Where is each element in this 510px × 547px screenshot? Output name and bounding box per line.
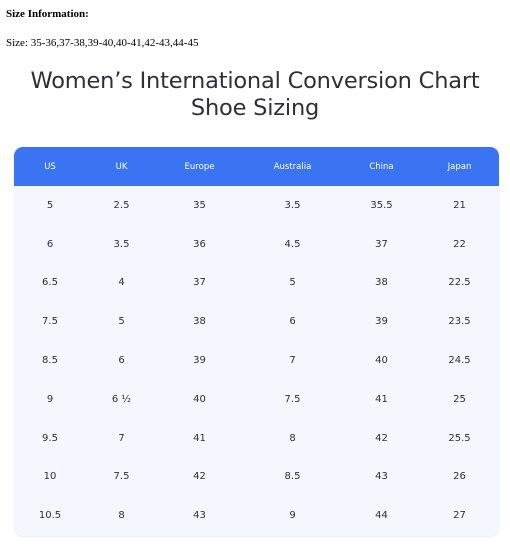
table-cell: 7.5 (113, 471, 130, 483)
size-info-heading: Size Information: (6, 8, 89, 20)
table-row: 10 7.5 42 8.5 43 26 (14, 458, 499, 497)
table-cell: 7 (289, 355, 296, 367)
table-row: 6.5 4 37 5 38 22.5 (14, 264, 499, 303)
table-cell: 5 (118, 316, 125, 328)
column-header-uk: UK (115, 161, 128, 172)
table-cell: 42 (193, 471, 206, 483)
table-cell: 10.5 (38, 510, 62, 522)
column-header-us: US (44, 161, 56, 172)
table-cell: 23.5 (448, 316, 471, 328)
table-row: 7.5 5 38 6 39 23.5 (14, 302, 499, 341)
table-cell: 3.5 (113, 238, 130, 250)
table-cell: 10 (43, 471, 57, 483)
table-cell: 25 (453, 393, 466, 405)
column-header-china: China (369, 161, 394, 172)
table-row: 5 2.5 35 3.5 35.5 21 (14, 186, 499, 225)
table-cell: 6.5 (42, 277, 58, 289)
size-info-text: Size: 35-36,37-38,39-40,40-41,42-43,44-4… (6, 37, 199, 49)
table-cell: 8 (118, 510, 125, 522)
size-conversion-table-card: US UK Europe Australia China Japan 5 2.5… (14, 147, 499, 536)
table-cell: 40 (375, 355, 388, 367)
table-cell: 36 (193, 238, 206, 250)
table-cell: 35.5 (370, 199, 393, 211)
table-cell: 8.5 (42, 355, 58, 367)
table-cell: 21 (453, 199, 466, 211)
column-header-europe: Europe (184, 161, 215, 172)
table-cell: 5 (46, 199, 54, 211)
table-cell: 8 (289, 432, 296, 444)
table-cell: 39 (375, 316, 388, 328)
table-cell: 6 (289, 316, 296, 328)
table-cell: 7 (118, 432, 125, 444)
table-cell: 37 (193, 277, 206, 289)
table-cell: 25.5 (448, 432, 471, 444)
table-cell: 3.5 (284, 199, 301, 211)
table-row: 10.5 8 43 9 44 27 (14, 496, 499, 535)
table-cell: 35 (193, 199, 206, 211)
table-cell: 6 ½ (111, 393, 132, 405)
table-cell: 26 (453, 471, 466, 483)
table-cell: 6 (118, 355, 125, 367)
table-cell: 24.5 (448, 355, 471, 367)
table-cell: 43 (375, 471, 388, 483)
table-cell: 42 (375, 432, 388, 444)
table-cell: 22 (453, 238, 466, 250)
table-cell: 22.5 (448, 277, 471, 289)
column-header-japan: Japan (447, 161, 472, 172)
table-row: 9.5 7 41 8 42 25.5 (14, 419, 499, 458)
table-row: 6 3.5 36 4.5 37 22 (14, 225, 499, 264)
table-cell: 6 (46, 238, 54, 250)
table-cell: 9 (46, 393, 54, 405)
table-cell: 41 (375, 393, 388, 405)
column-header-australia: Australia (273, 161, 312, 172)
table-row: 9 6 ½ 40 7.5 41 25 (14, 380, 499, 419)
table-cell: 7.5 (284, 393, 301, 405)
table-cell: 4.5 (284, 238, 301, 250)
size-conversion-table: US UK Europe Australia China Japan 5 2.5… (14, 147, 499, 535)
table-cell: 5 (289, 277, 296, 289)
chart-title-line-1: Women’s International Conversion Chart (30, 68, 480, 94)
table-cell: 4 (118, 277, 125, 289)
table-row: 8.5 6 39 7 40 24.5 (14, 341, 499, 380)
table-cell: 40 (193, 393, 206, 405)
table-cell: 44 (375, 510, 388, 522)
table-cell: 39 (193, 355, 206, 367)
table-cell: 38 (375, 277, 388, 289)
table-cell: 7.5 (42, 316, 58, 328)
table-cell: 9.5 (42, 432, 58, 444)
table-cell: 37 (375, 238, 388, 250)
table-cell: 27 (453, 510, 466, 522)
table-header-row: US UK Europe Australia China Japan (14, 147, 499, 186)
table-cell: 9 (289, 510, 296, 522)
table-cell: 41 (193, 432, 206, 444)
table-cell: 38 (193, 316, 206, 328)
table-cell: 43 (193, 510, 206, 522)
table-cell: 2.5 (113, 199, 130, 211)
chart-title-line-2: Shoe Sizing (190, 95, 320, 121)
table-cell: 8.5 (284, 471, 301, 483)
